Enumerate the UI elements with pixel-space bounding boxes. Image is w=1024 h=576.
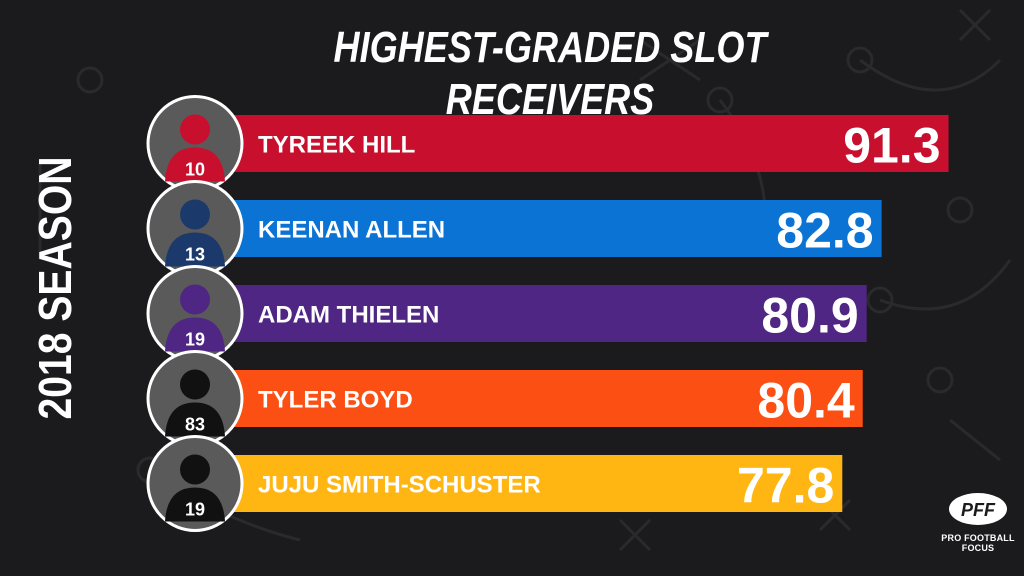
bar-row: ADAM THIELEN 80.9 19	[146, 265, 867, 362]
value-label: 80.9	[761, 288, 858, 344]
player-jersey-icon	[165, 487, 225, 522]
bar	[230, 115, 949, 172]
bar-label: TYREEK HILL	[258, 132, 415, 159]
value-label: 91.3	[843, 118, 940, 174]
logo-mark: PFF	[961, 500, 996, 520]
logo-text: PRO FOOTBALL FOCUS	[941, 533, 1015, 553]
player-helmet-icon	[180, 369, 210, 400]
bar-row: JUJU SMITH-SCHUSTER 77.8 19	[146, 435, 843, 532]
player-jersey-icon	[165, 232, 225, 267]
player-helmet-icon	[180, 114, 210, 145]
jersey-number: 19	[185, 330, 205, 350]
jersey-number: 19	[185, 500, 205, 520]
bar-label: JUJU SMITH-SCHUSTER	[258, 472, 541, 499]
jersey-number: 13	[185, 245, 205, 265]
value-label: 82.8	[776, 203, 873, 259]
bar-label: ADAM THIELEN	[258, 302, 439, 329]
jersey-number: 10	[185, 160, 205, 180]
bar	[230, 455, 843, 512]
bar-label: KEENAN ALLEN	[258, 217, 445, 244]
bar-row: TYLER BOYD 80.4 83	[146, 350, 863, 447]
player-jersey-icon	[165, 317, 225, 352]
bar-row: TYREEK HILL 91.3 10	[146, 95, 949, 192]
value-label: 77.8	[737, 458, 834, 514]
player-jersey-icon	[165, 402, 225, 437]
bar	[230, 370, 863, 427]
player-jersey-icon	[165, 147, 225, 182]
bar-row: KEENAN ALLEN 82.8 13	[146, 180, 882, 277]
bar	[230, 200, 882, 257]
football-logo-icon: PFF	[949, 493, 1007, 525]
bar	[230, 285, 867, 342]
player-helmet-icon	[180, 284, 210, 315]
bar-label: TYLER BOYD	[258, 387, 413, 414]
player-helmet-icon	[180, 454, 210, 485]
player-helmet-icon	[180, 199, 210, 230]
pff-logo: PFF PRO FOOTBALL FOCUS	[936, 492, 1020, 553]
value-label: 80.4	[757, 373, 855, 429]
jersey-number: 83	[185, 415, 205, 435]
